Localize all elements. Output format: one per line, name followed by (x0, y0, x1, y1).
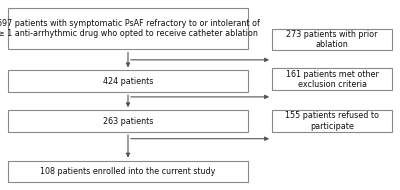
FancyBboxPatch shape (272, 110, 392, 132)
Text: 161 patients met other
exclusion criteria: 161 patients met other exclusion criteri… (286, 70, 378, 89)
FancyBboxPatch shape (272, 28, 392, 50)
Text: 273 patients with prior
ablation: 273 patients with prior ablation (286, 30, 378, 49)
Text: 155 patients refused to
participate: 155 patients refused to participate (285, 111, 379, 131)
FancyBboxPatch shape (272, 68, 392, 90)
Text: 697 patients with symptomatic PsAF refractory to or intolerant of
≥ 1 anti-arrhy: 697 patients with symptomatic PsAF refra… (0, 19, 260, 38)
Text: 108 patients enrolled into the current study: 108 patients enrolled into the current s… (40, 167, 216, 176)
FancyBboxPatch shape (8, 8, 248, 49)
Text: 263 patients: 263 patients (103, 117, 153, 126)
FancyBboxPatch shape (8, 110, 248, 132)
FancyBboxPatch shape (8, 70, 248, 92)
Text: 424 patients: 424 patients (103, 77, 153, 86)
FancyBboxPatch shape (8, 161, 248, 182)
